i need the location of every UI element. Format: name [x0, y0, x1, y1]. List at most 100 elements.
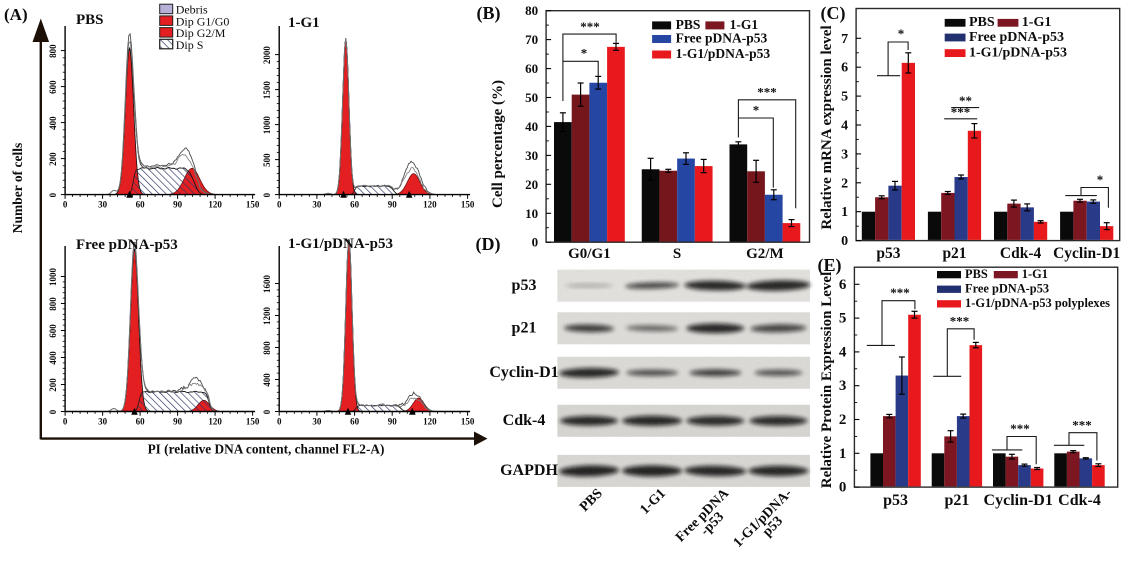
svg-text:60: 60: [350, 200, 360, 210]
svg-text:1200: 1200: [262, 307, 272, 326]
svg-text:Number of cells: Number of cells: [10, 143, 25, 234]
svg-text:p21: p21: [512, 320, 537, 337]
svg-text:400: 400: [48, 116, 58, 130]
svg-text:Free pDNA-p53: Free pDNA-p53: [76, 237, 178, 253]
svg-text:Cyclin-D1: Cyclin-D1: [489, 364, 558, 381]
svg-text:60: 60: [136, 200, 146, 210]
svg-text:1-G1: 1-G1: [730, 17, 759, 32]
svg-text:Relative mRNA expression level: Relative mRNA expression level: [819, 25, 835, 229]
svg-text:800: 800: [262, 341, 272, 355]
svg-text:p53: p53: [876, 245, 900, 262]
svg-text:Cyclin-D1: Cyclin-D1: [984, 492, 1053, 509]
svg-text:6: 6: [841, 61, 848, 76]
svg-text:90: 90: [388, 200, 398, 210]
svg-text:3: 3: [839, 378, 847, 394]
svg-text:Relative Protein Expression Le: Relative Protein Expression Level: [819, 272, 835, 489]
svg-text:3: 3: [841, 147, 848, 162]
svg-text:2: 2: [841, 176, 848, 191]
svg-text:p21: p21: [942, 245, 966, 262]
svg-text:120: 120: [208, 200, 222, 210]
svg-text:40: 40: [525, 119, 538, 134]
svg-text:***: ***: [1010, 421, 1030, 436]
svg-text:0: 0: [262, 409, 272, 414]
svg-text:30: 30: [312, 417, 322, 427]
svg-text:p21: p21: [944, 492, 969, 509]
svg-text:1: 1: [839, 446, 847, 462]
svg-text:1-G1/pDNA-p53: 1-G1/pDNA-p53: [969, 46, 1067, 61]
svg-text:30: 30: [525, 148, 538, 163]
svg-text:G2/M: G2/M: [746, 246, 784, 262]
svg-text:PBS: PBS: [965, 267, 988, 281]
svg-text:0: 0: [841, 234, 848, 249]
svg-text:4: 4: [839, 344, 847, 360]
svg-text:6: 6: [839, 277, 847, 293]
svg-text:10: 10: [525, 206, 538, 221]
svg-text:0: 0: [63, 200, 68, 210]
svg-text:G0/G1: G0/G1: [568, 246, 611, 262]
svg-text:1-G1: 1-G1: [1022, 267, 1048, 281]
svg-text:(A): (A): [4, 5, 28, 24]
svg-text:Cdk-4: Cdk-4: [1058, 492, 1101, 509]
svg-text:1-G1/pDNA-p53: 1-G1/pDNA-p53: [676, 46, 771, 61]
svg-text:800: 800: [48, 44, 58, 58]
svg-text:90: 90: [173, 417, 183, 427]
svg-text:Debris: Debris: [176, 3, 208, 17]
svg-text:200: 200: [48, 152, 58, 166]
svg-text:0: 0: [277, 417, 282, 427]
svg-text:Free pDNA-p53: Free pDNA-p53: [676, 31, 768, 46]
svg-text:30: 30: [98, 417, 108, 427]
svg-text:2: 2: [839, 412, 847, 428]
svg-text:70: 70: [525, 32, 538, 47]
svg-text:1000: 1000: [48, 268, 58, 287]
svg-text:*: *: [581, 46, 588, 61]
svg-text:Dip G2/M: Dip G2/M: [176, 26, 226, 40]
svg-text:0: 0: [277, 200, 282, 210]
svg-text:**: **: [959, 93, 972, 108]
svg-text:0: 0: [532, 235, 539, 250]
svg-text:Dip G1/G0: Dip G1/G0: [176, 14, 230, 28]
svg-text:120: 120: [208, 417, 222, 427]
svg-text:(B): (B): [477, 3, 501, 24]
svg-text:GAPDH: GAPDH: [500, 462, 558, 479]
svg-text:PBS: PBS: [676, 17, 701, 32]
svg-text:5: 5: [839, 311, 847, 327]
svg-text:1-G1/pDNA-p53 polyplexes: 1-G1/pDNA-p53 polyplexes: [965, 296, 1110, 310]
svg-text:60: 60: [350, 417, 360, 427]
svg-text:*: *: [1097, 172, 1104, 187]
svg-text:150: 150: [461, 200, 475, 210]
svg-text:4: 4: [841, 119, 848, 134]
svg-text:150: 150: [246, 417, 260, 427]
svg-text:200: 200: [48, 378, 58, 392]
svg-text:50: 50: [525, 90, 538, 105]
svg-text:***: ***: [890, 285, 910, 300]
svg-text:Cdk-4: Cdk-4: [1000, 245, 1042, 262]
svg-text:1-G1/pDNA-p53: 1-G1/pDNA-p53: [288, 236, 393, 252]
svg-text:600: 600: [48, 324, 58, 338]
svg-text:(D): (D): [476, 234, 501, 255]
svg-text:0: 0: [63, 417, 68, 427]
svg-text:600: 600: [48, 80, 58, 94]
svg-text:Free pDNA-p53: Free pDNA-p53: [969, 30, 1064, 45]
svg-text:(C): (C): [821, 3, 846, 24]
svg-text:1600: 1600: [262, 275, 272, 294]
svg-text:p53: p53: [883, 492, 908, 509]
svg-text:1-G1: 1-G1: [288, 15, 320, 31]
svg-text:PI (relative DNA content, chan: PI (relative DNA content, channel FL2-A): [148, 442, 385, 457]
svg-text:400: 400: [48, 351, 58, 365]
svg-text:120: 120: [423, 200, 437, 210]
svg-text:***: ***: [1072, 418, 1092, 433]
svg-text:***: ***: [950, 314, 970, 329]
svg-text:PBS: PBS: [969, 15, 995, 30]
svg-text:*: *: [753, 103, 760, 118]
svg-text:1: 1: [841, 205, 848, 220]
svg-text:0: 0: [48, 192, 58, 197]
svg-text:20: 20: [525, 177, 538, 192]
svg-text:400: 400: [262, 373, 272, 387]
svg-text:800: 800: [48, 297, 58, 311]
svg-text:Dip S: Dip S: [176, 38, 204, 52]
svg-text:0: 0: [48, 409, 58, 414]
svg-text:Cyclin-D1: Cyclin-D1: [1053, 245, 1120, 262]
svg-text:30: 30: [312, 200, 322, 210]
svg-text:p53: p53: [512, 277, 537, 294]
svg-text:Free pDNA-p53: Free pDNA-p53: [965, 281, 1049, 295]
